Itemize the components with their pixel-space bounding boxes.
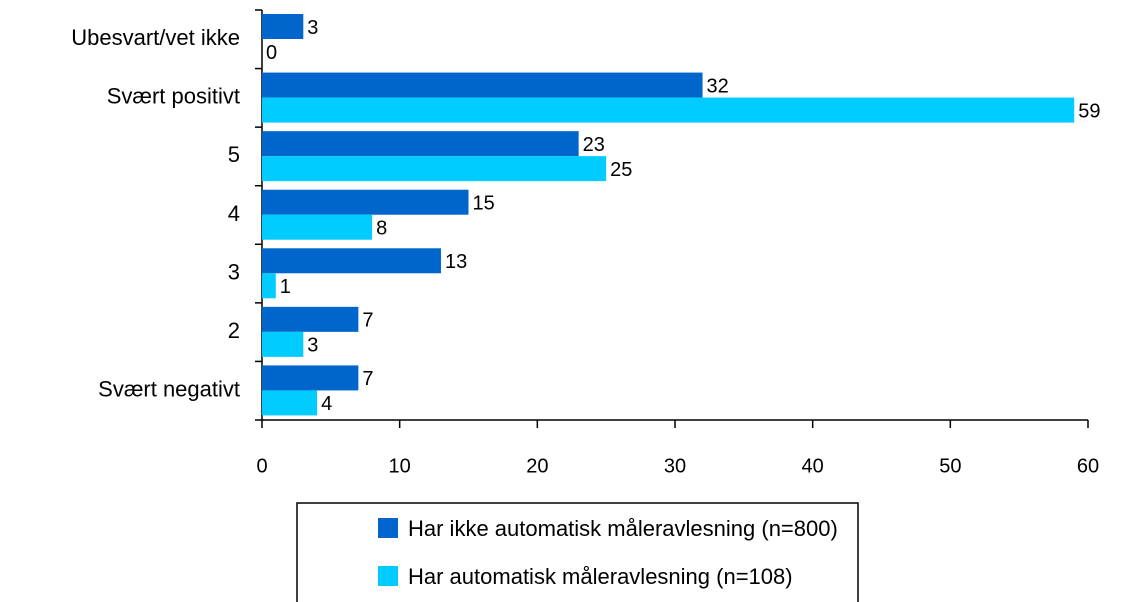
bar [262,14,304,39]
y-tick-label: Ubesvart/vet ikke [71,25,240,50]
x-tick-label: 30 [664,455,686,477]
bar [262,189,469,215]
y-tick-label: 5 [228,142,240,167]
value-label: 3 [307,335,318,357]
legend-label: Har automatisk måleravlesning (n=108) [408,564,793,589]
x-tick-label: 0 [256,455,267,477]
x-tick-label: 40 [802,455,824,477]
value-label: 7 [362,310,373,332]
y-tick-label: 2 [228,318,240,343]
x-tick-label: 50 [939,455,961,477]
value-label: 59 [1078,100,1100,122]
value-label: 13 [445,251,467,273]
y-tick-label: 3 [228,259,240,284]
bar [262,248,441,274]
y-tick-label: Svært positivt [107,84,240,109]
legend-swatch [378,566,398,586]
bar [262,390,318,416]
bar [262,72,703,98]
value-label: 0 [266,42,277,64]
bar [262,365,359,391]
x-tick-label: 60 [1077,455,1099,477]
value-label: 4 [321,393,332,415]
y-tick-label: 4 [228,201,240,226]
bar [262,306,359,332]
value-label: 8 [376,217,387,239]
legend-swatch [378,518,398,538]
bar [262,214,373,240]
bar [262,97,1075,123]
x-tick-label: 20 [526,455,548,477]
bar [262,273,276,299]
value-label: 7 [362,368,373,390]
legend-label: Har ikke automatisk måleravlesning (n=80… [408,516,838,541]
y-tick-label: Svært negativt [98,377,240,402]
value-label: 1 [280,276,291,298]
x-tick-label: 10 [389,455,411,477]
value-label: 32 [707,75,729,97]
bar [262,131,579,157]
bar [262,331,304,357]
value-label: 3 [307,17,318,39]
bar [262,156,607,182]
value-label: 15 [473,192,495,214]
value-label: 25 [610,159,632,181]
value-label: 23 [583,134,605,156]
